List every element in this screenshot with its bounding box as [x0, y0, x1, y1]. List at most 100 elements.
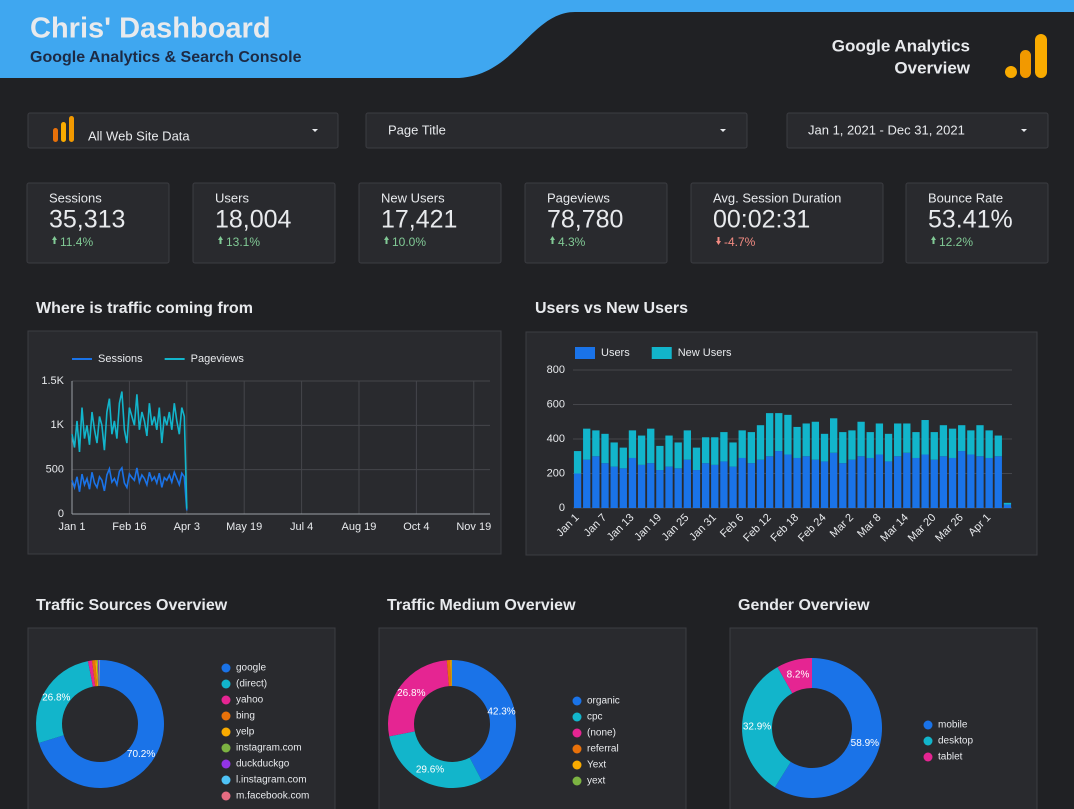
bar-segment: [930, 432, 938, 460]
legend-label: yext: [587, 776, 606, 787]
y-tick-label: 1.5K: [41, 375, 64, 387]
kpi-value: 78,780: [547, 206, 623, 234]
legend-swatch: [923, 752, 933, 762]
bar-segment: [647, 428, 655, 464]
legend-label: cpc: [587, 712, 603, 723]
bar-segment: [921, 420, 929, 455]
filter-dropdown[interactable]: Page Title: [365, 112, 748, 149]
legend-item: yahoo: [221, 695, 264, 706]
legend-item: (none): [572, 728, 616, 739]
bar-segment: [784, 414, 792, 455]
legend-label: yahoo: [236, 695, 264, 706]
chart-title: Traffic Medium Overview: [387, 597, 576, 614]
bar-segment: [948, 457, 957, 508]
kpi-value: 18,004: [215, 206, 292, 234]
legend-label: Yext: [587, 760, 606, 771]
x-tick-label: Nov 19: [456, 521, 491, 533]
kpi-change: -4.7%: [724, 235, 756, 249]
bar-segment: [592, 456, 600, 508]
legend-item: duckduckgo: [221, 759, 290, 770]
y-tick-label: 600: [547, 398, 565, 410]
kpi-value: 17,421: [381, 206, 457, 234]
line-series: [71, 465, 188, 511]
trend-arrow: [931, 236, 936, 244]
y-tick-label: 200: [547, 467, 565, 479]
legend-swatch: [221, 695, 231, 705]
header-banner: [0, 0, 1074, 78]
legend-item: Yext: [572, 760, 606, 771]
bar-segment: [784, 454, 792, 508]
legend-item: cpc: [572, 712, 603, 723]
bar-segment: [903, 423, 911, 453]
bar-segment: [738, 430, 746, 458]
bar-segment: [775, 413, 783, 452]
donut-slice: [742, 667, 793, 788]
filter-dropdown[interactable]: All Web Site Data: [27, 112, 339, 149]
chart-panel: [729, 627, 1038, 809]
kpi-value: 00:02:31: [713, 206, 810, 234]
legend-item: mobile: [923, 720, 968, 731]
date-range-picker[interactable]: Jan 1, 2021 - Dec 31, 2021: [786, 112, 1049, 149]
slice-label: 58.9%: [851, 738, 879, 749]
bar-segment: [610, 466, 618, 508]
bar-segment: [976, 456, 984, 508]
legend-item: Pageviews: [164, 353, 244, 365]
bar-segment: [656, 445, 664, 471]
x-tick-label: Jul 4: [290, 521, 313, 533]
bar-segment: [683, 459, 691, 508]
legend-item: referral: [572, 744, 619, 755]
bar-segment: [637, 464, 646, 508]
bar-segment: [756, 459, 765, 508]
legend-label: (none): [587, 728, 616, 739]
bar-segment: [976, 425, 984, 457]
legend-label: bing: [236, 711, 255, 722]
y-tick-label: 400: [547, 433, 565, 445]
bar-segment: [903, 452, 911, 508]
y-tick-label: 500: [46, 464, 64, 476]
bar-segment: [875, 454, 884, 508]
legend-swatch: [221, 791, 231, 801]
bar-segment: [610, 442, 618, 467]
dashboard-title: Chris' Dashboard: [30, 13, 271, 45]
report-title: Overview: [894, 58, 970, 77]
legend-label: organic: [587, 696, 620, 707]
legend-item: tablet: [923, 752, 963, 763]
filter-text: All Web Site Data: [88, 128, 190, 143]
bar-segment: [994, 456, 1002, 508]
legend-swatch: [221, 759, 231, 769]
slice-label: 42.3%: [487, 706, 515, 717]
legend-label: instagram.com: [236, 743, 302, 754]
bar-segment: [866, 457, 874, 508]
kpi-label: New Users: [381, 190, 445, 205]
legend-item: google: [221, 663, 266, 674]
legend-item: instagram.com: [221, 743, 302, 754]
slice-label: 32.9%: [743, 721, 771, 732]
kpi-change: 4.3%: [558, 235, 586, 249]
donut-slice: [446, 660, 452, 687]
legend-swatch: [575, 347, 595, 359]
legend-swatch: [572, 760, 582, 770]
bar-segment: [811, 459, 820, 508]
kpi-value: 35,313: [49, 206, 125, 234]
legend-item: organic: [572, 696, 620, 707]
bar-segment: [747, 463, 756, 508]
bar-segment: [829, 418, 838, 453]
bar-segment: [894, 423, 902, 457]
bar-segment: [839, 463, 847, 508]
slice-label: 26.8%: [42, 692, 70, 703]
legend-label: (direct): [236, 679, 267, 690]
legend-label: tablet: [938, 752, 963, 763]
bar-segment: [583, 459, 591, 508]
bar-segment: [692, 470, 701, 508]
bar-segment: [592, 430, 600, 457]
legend-label: l.instagram.com: [236, 775, 307, 786]
legend-item: Users: [575, 347, 630, 359]
kpi-card-bg: [358, 182, 502, 264]
bar-segment: [701, 463, 710, 508]
analytics-logo: [1005, 34, 1047, 78]
bar-segment: [628, 457, 637, 508]
bar-segment: [628, 430, 637, 458]
